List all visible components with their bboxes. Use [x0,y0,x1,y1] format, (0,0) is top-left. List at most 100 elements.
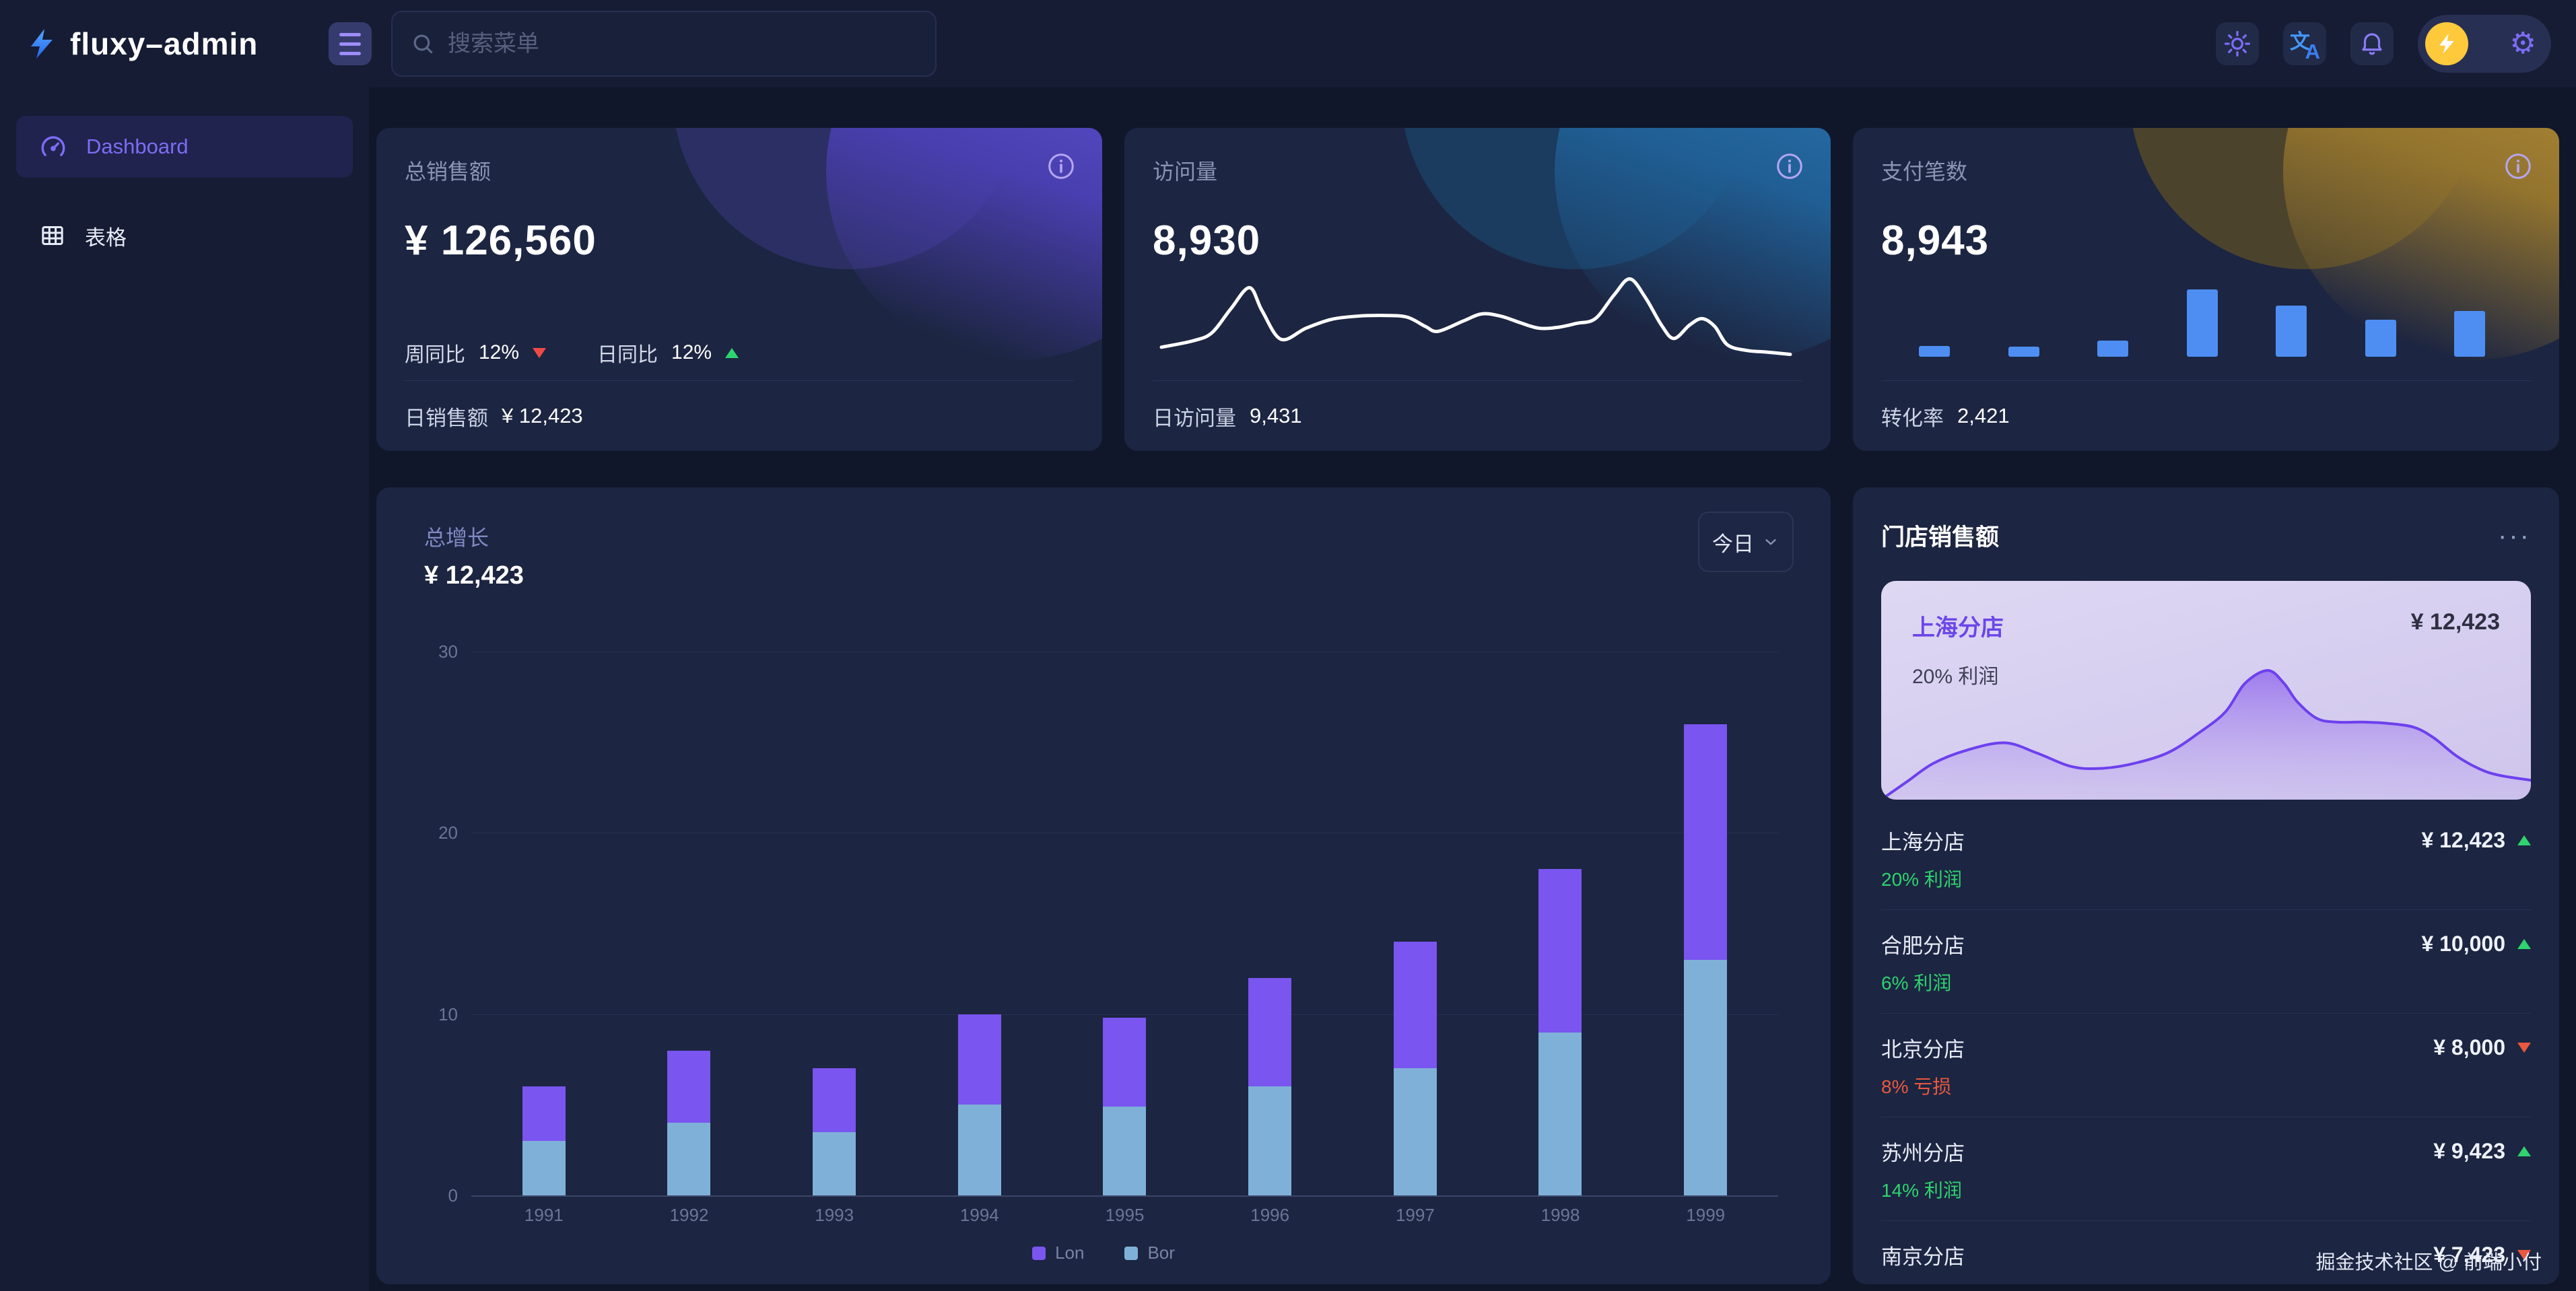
search-box[interactable] [391,11,937,77]
store-note: 8% 亏损 [1881,1076,1952,1097]
stacked-bar [1538,869,1582,1195]
user-menu[interactable]: ⚙ [2418,15,2551,73]
x-tick-label: 1993 [815,1205,854,1225]
store-row[interactable]: 苏州分店 ¥ 9,423 14% 利润 [1881,1117,2531,1221]
mini-bar [2008,347,2039,357]
card-footer: 日访问量 9,431 [1153,380,1802,451]
gauge-icon [39,133,67,161]
sun-icon [2223,29,2252,59]
card-value: 8,930 [1153,217,1261,264]
sidebar: Dashboard 表格 [0,88,369,1291]
menu-toggle-button[interactable] [329,22,372,65]
stacked-bar [1684,724,1728,1195]
search-input[interactable] [448,30,918,57]
avatar [2425,22,2468,65]
language-button[interactable]: 文 A [2283,22,2326,65]
stacked-bar [667,1050,711,1195]
trend-up-icon [2517,835,2531,845]
y-tick-label: 0 [448,1185,458,1206]
visits-card: 访问量 8,930 日访问量 9,431 [1124,128,1831,451]
mini-bar [2097,341,2128,357]
y-tick-label: 30 [438,641,458,662]
sidebar-item-label: Dashboard [86,135,189,158]
store-value: ¥ 12,423 [2410,609,2500,635]
x-tick-label: 1998 [1540,1205,1580,1225]
store-note: 20% 利润 [1881,869,1962,890]
x-tick-label: 1994 [959,1205,999,1225]
store-value: ¥ 9,423 [2433,1139,2505,1163]
chevron-down-icon [1762,533,1780,551]
store-name: 合肥分店 [1881,934,1965,958]
chart-value: ¥ 12,423 [424,561,524,590]
store-value: ¥ 10,000 [2421,932,2505,956]
sales-metrics: 周同比 12% 日同比 12% [405,338,739,368]
store-sales-panel: 门店销售额 ··· 上海分店 ¥ 12,423 20% 利润 [1853,487,2559,1284]
x-tick-label: 1999 [1686,1205,1726,1225]
x-tick-label: 1995 [1105,1205,1145,1225]
trend-down-icon [533,347,547,358]
notifications-button[interactable] [2350,22,2394,65]
card-footer: 转化率 2,421 [1881,380,2531,451]
card-value: 8,943 [1881,217,1990,264]
store-name: 上海分店 [1881,831,1965,854]
trend-up-icon [2517,1146,2531,1156]
store-row[interactable]: 上海分店 ¥ 12,423 20% 利润 [1881,806,2531,910]
y-tick-label: 10 [438,1004,458,1024]
info-icon[interactable] [1774,151,1805,182]
sidebar-item-table[interactable]: 表格 [16,209,353,263]
info-icon[interactable] [1046,151,1077,182]
stacked-bar [957,1014,1001,1195]
featured-store-card[interactable]: 上海分店 ¥ 12,423 20% 利润 [1881,581,2531,800]
legend-item: Lon [1032,1243,1084,1263]
store-note: 6% 利润 [1881,973,1952,993]
store-name: 上海分店 [1912,615,2004,641]
panel-title: 门店销售额 [1881,524,2000,551]
store-row[interactable]: 合肥分店 ¥ 10,000 6% 利润 [1881,910,2531,1014]
total-sales-card: 总销售额 ¥ 126,560 周同比 12% 日同比 12% 日销售额 ¥ 12,… [376,128,1102,451]
x-tick-label: 1997 [1395,1205,1435,1225]
app-logo: fluxy–admin [0,24,329,63]
chart-legend: Lon Bor [376,1243,1831,1263]
trend-up-icon [725,347,739,358]
y-tick-label: 20 [438,823,458,843]
time-range-select[interactable]: 今日 [1698,512,1794,572]
mini-bar [1919,346,1950,357]
trend-down-icon [2517,1043,2531,1053]
theme-toggle-button[interactable] [2216,22,2259,65]
payments-card: 支付笔数 8,943 转化率 2,421 [1853,128,2559,451]
card-footer: 日销售额 ¥ 12,423 [405,380,1074,451]
table-icon [39,222,66,249]
x-tick-label: 1992 [669,1205,709,1225]
store-note: 14% 利润 [1881,1180,1962,1201]
stacked-bar [813,1068,856,1195]
header-actions: 文 A ⚙ [2216,15,2551,73]
store-name: 北京分店 [1881,1038,1965,1061]
more-menu-icon[interactable]: ··· [2498,520,2531,551]
store-row[interactable]: 北京分店 ¥ 8,000 8% 亏损 [1881,1014,2531,1117]
top-bar: fluxy–admin 文 A [0,0,2576,88]
trend-up-icon [2517,939,2531,949]
card-title: 支付笔数 [1881,160,1968,184]
store-row[interactable]: 南京分店 ¥ 7,423 6% 亏损 [1881,1221,2531,1284]
mini-bar [2454,311,2485,357]
legend-item: Bor [1124,1243,1175,1263]
stacked-bar [1393,941,1437,1195]
store-area-chart [1881,670,2531,800]
sidebar-item-dashboard[interactable]: Dashboard [16,116,353,178]
payments-minibar-chart [1919,271,2485,357]
store-name: 南京分店 [1881,1245,1965,1269]
stacked-bar [1248,977,1292,1195]
card-title: 总销售额 [405,160,492,184]
store-list: 上海分店 ¥ 12,423 20% 利润合肥分店 ¥ 10,000 6% 利润北京分店 ¥… [1881,806,2531,1284]
card-value: ¥ 126,560 [405,217,597,264]
x-tick-label: 1991 [524,1205,564,1225]
chart-title: 总增长 [424,526,489,550]
store-value: ¥ 8,000 [2433,1035,2505,1059]
sidebar-item-label: 表格 [85,225,127,250]
mini-bar [2186,289,2218,357]
gear-icon[interactable]: ⚙ [2509,27,2536,60]
bell-icon [2358,30,2386,58]
info-icon[interactable] [2503,151,2534,182]
search-icon [410,31,436,57]
trend-down-icon [2517,1250,2531,1260]
